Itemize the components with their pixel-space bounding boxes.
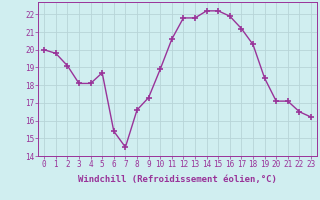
X-axis label: Windchill (Refroidissement éolien,°C): Windchill (Refroidissement éolien,°C) [78, 175, 277, 184]
